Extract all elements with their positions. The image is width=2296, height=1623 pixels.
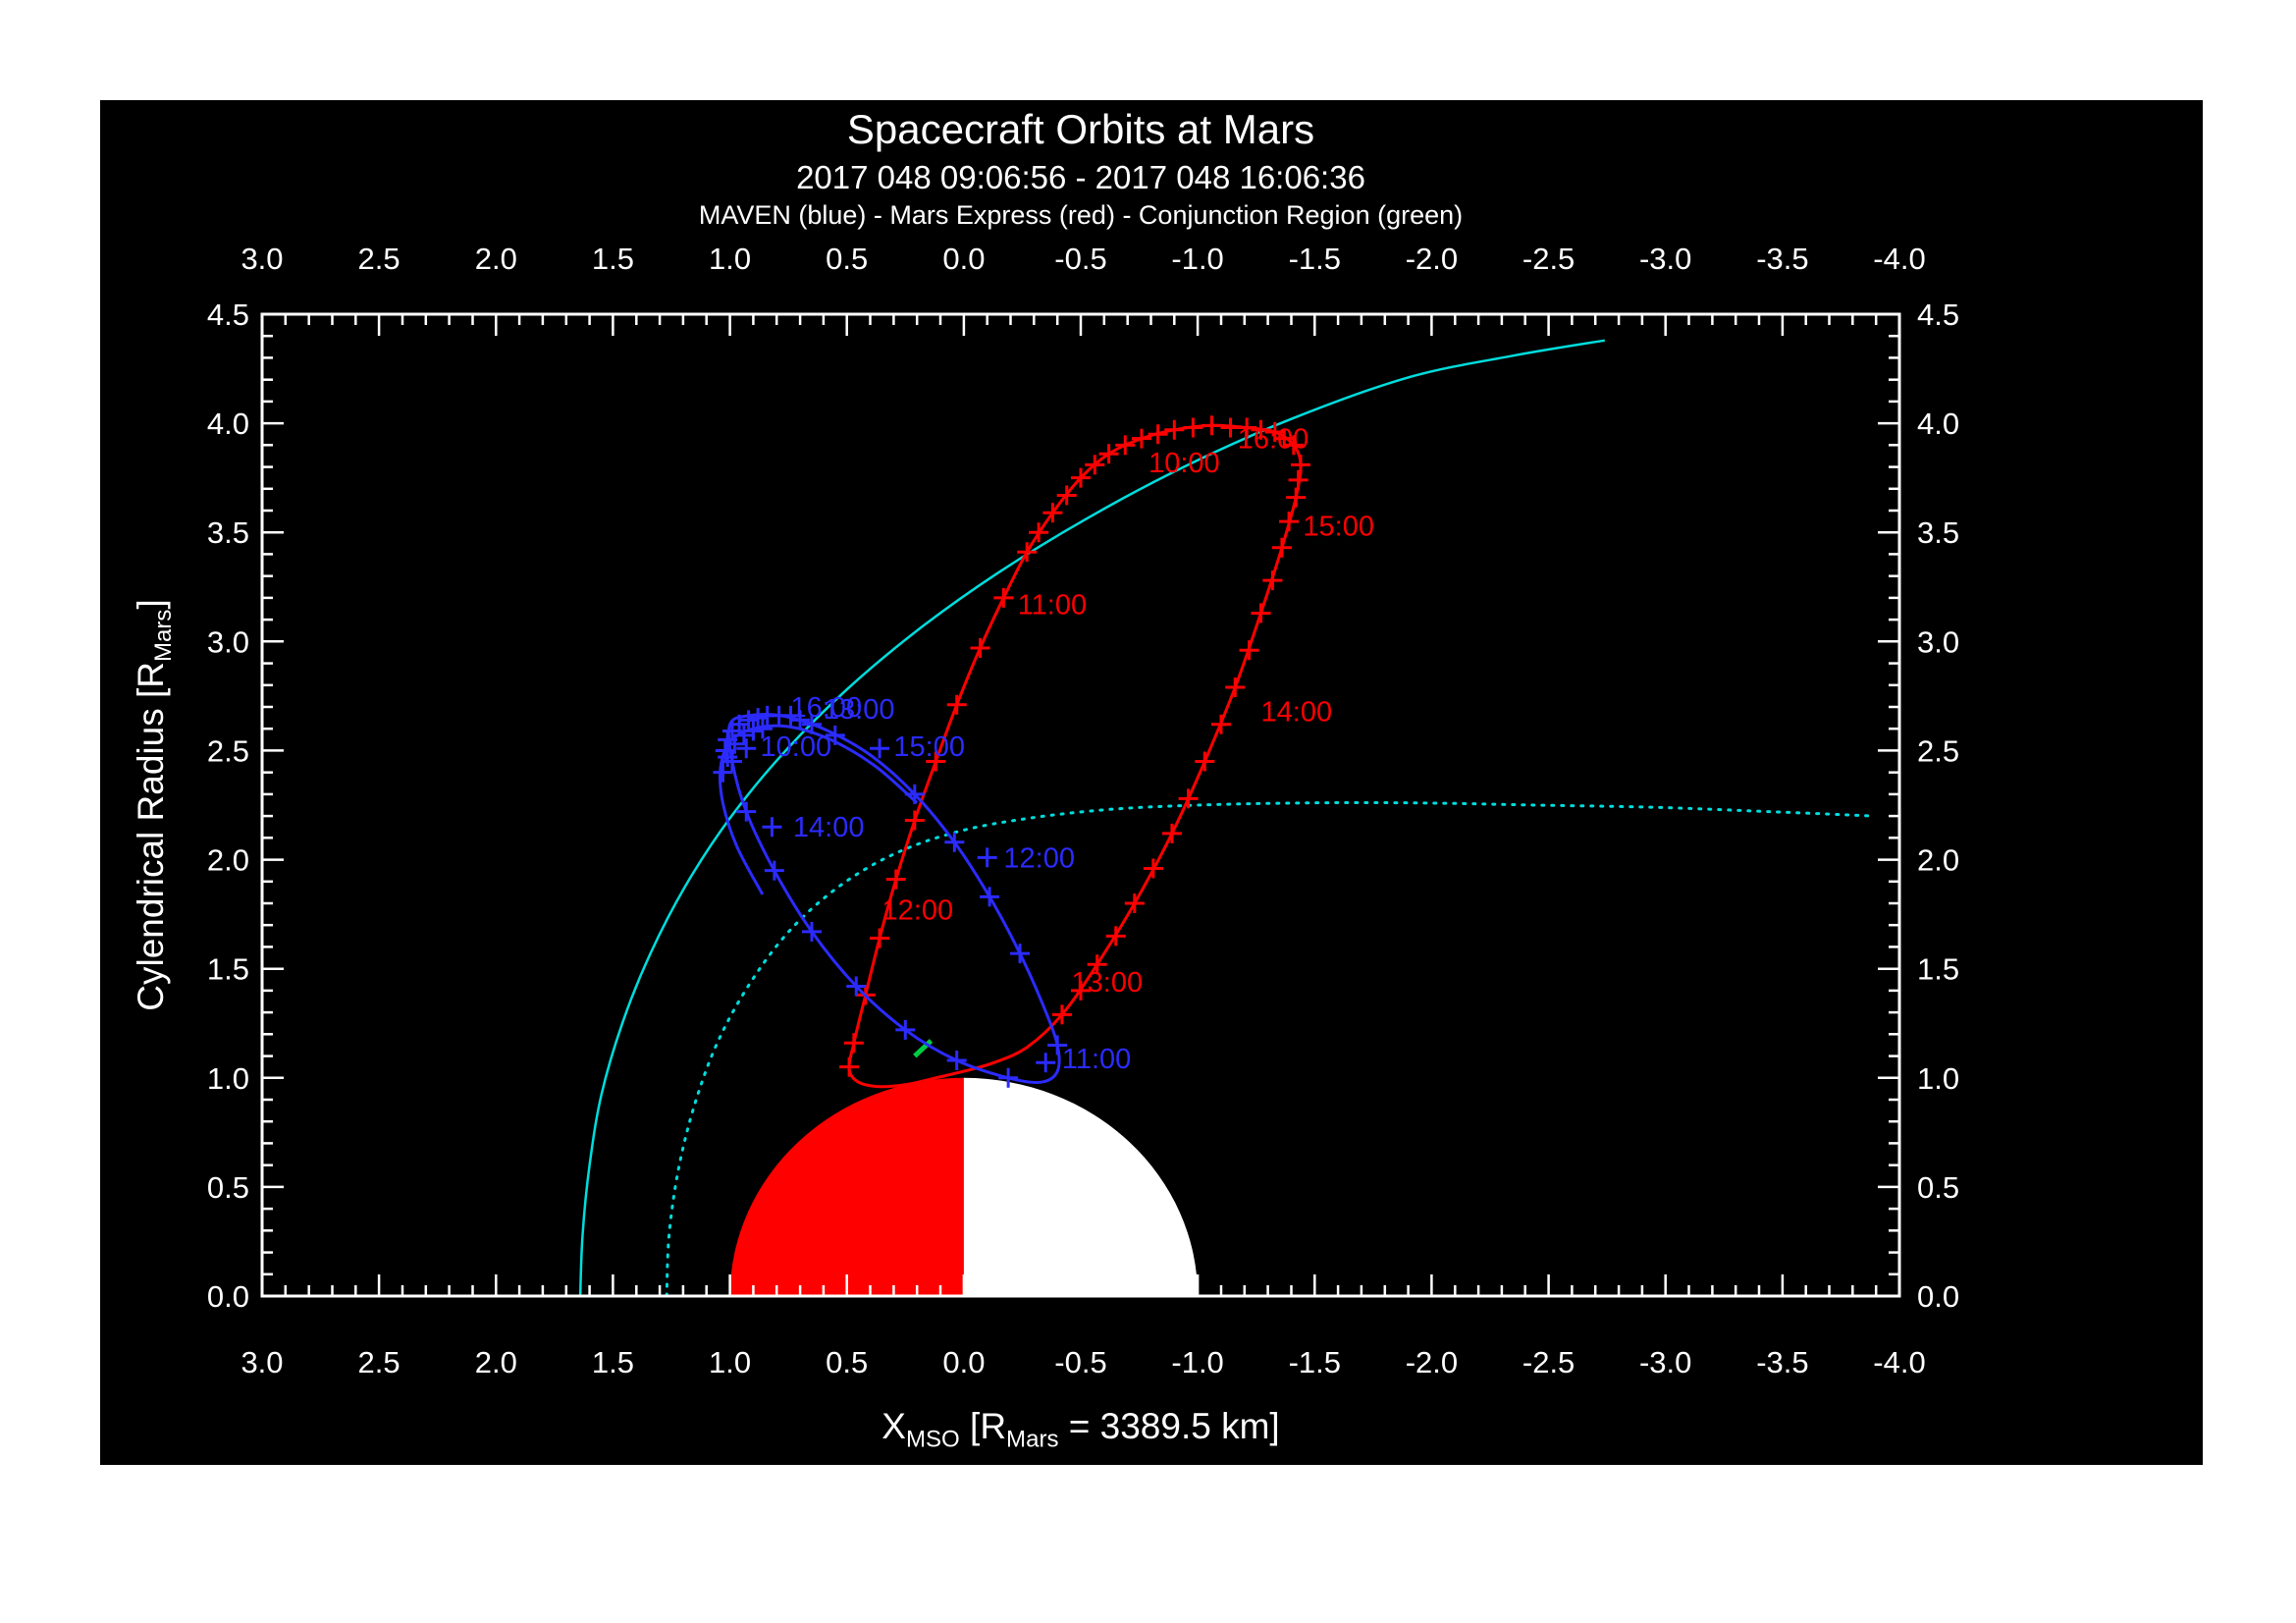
maven-orbit-time-label: 13:00: [824, 694, 895, 726]
y-tick-label-left: 0.0: [207, 1279, 249, 1314]
x-tick-label-bottom: 3.0: [240, 1345, 283, 1380]
x-tick-label-bottom: -2.0: [1406, 1345, 1458, 1380]
y-label-text: Cylendrical Radius [R: [130, 661, 171, 1011]
series-bow-shock-boundary: [578, 339, 1606, 1297]
y-tick-label-right: 3.0: [1917, 624, 1959, 659]
y-tick-label-right: 0.0: [1917, 1279, 1959, 1314]
maven-orbit-time-label: 11:00: [1062, 1044, 1131, 1075]
plot-time-range: 2017 048 09:06:56 - 2017 048 16:06:36: [796, 159, 1365, 195]
plot-canvas: 10:00 16:00 15:00 11:00 14:00 12:00 13:00 10:00…: [100, 100, 2203, 1465]
mars-disk: [729, 1077, 1199, 1296]
x-tick-label-top: -3.5: [1756, 242, 1808, 276]
x-tick-label-top: 2.5: [358, 242, 400, 276]
y-label-suffix: ]: [130, 599, 171, 610]
x-tick-label-top: -2.5: [1522, 242, 1575, 276]
x-tick-label-top: -4.0: [1873, 242, 1925, 276]
y-tick-label-left: 0.5: [207, 1170, 249, 1205]
orbit-plot: 10:0016:0015:0011:0014:0012:0013:0010:00…: [207, 242, 1959, 1380]
x-tick-label-top: -2.0: [1406, 242, 1458, 276]
y-tick-label-right: 0.5: [1917, 1170, 1959, 1205]
mars-express-orbit-path: [847, 423, 1303, 1089]
tick-labels: 3.0 3.0 2.5 2.5 2.0 2.0 1.5 1.5 1.0 1.0 0.5 0.5 0.0 0…: [207, 242, 1959, 1380]
x-tick-label-top: 1.0: [709, 242, 751, 276]
y-label-sub-mars: Mars: [150, 609, 178, 662]
series-mars-express-orbit: 10:00 16:00 15:00 11:00 14:00 12:00 13:00: [839, 415, 1374, 1089]
x-axis-label: XMSO [RMars = 3389.5 km]: [881, 1406, 1279, 1453]
maven-orbit-second-pass-path: [718, 724, 919, 895]
y-tick-label-left: 1.0: [207, 1061, 249, 1096]
y-tick-label-left: 3.5: [207, 515, 249, 550]
y-tick-label-left: 4.0: [207, 406, 249, 441]
x-tick-label-top: -0.5: [1054, 242, 1106, 276]
mars-express-orbit-time-label: 16:00: [1238, 424, 1309, 456]
x-tick-label-bottom: -3.0: [1639, 1345, 1691, 1380]
y-tick-label-left: 2.0: [207, 843, 249, 878]
y-tick-label-left: 4.5: [207, 298, 249, 332]
series-conjunction-region: [913, 1039, 934, 1058]
x-tick-label-top: 1.5: [592, 242, 634, 276]
x-tick-label-top: 0.5: [826, 242, 868, 276]
x-tick-label-bottom: 1.5: [592, 1345, 634, 1380]
y-tick-label-right: 2.0: [1917, 843, 1959, 878]
maven-orbit-path: [726, 713, 1061, 1084]
y-tick-label-left: 2.5: [207, 733, 249, 768]
x-label-suffix: = 3389.5 km]: [1058, 1406, 1280, 1446]
y-tick-label-right: 4.0: [1917, 406, 1959, 441]
x-tick-label-top: -1.0: [1171, 242, 1223, 276]
axes: [260, 312, 1901, 1298]
y-axis-label: Cylendrical Radius [RMars]: [131, 599, 178, 1010]
y-tick-label-right: 1.0: [1917, 1061, 1959, 1096]
x-label-sub-mars: Mars: [1006, 1426, 1059, 1453]
x-tick-label-bottom: 1.0: [709, 1345, 751, 1380]
series-maven-orbit-second-pass: [718, 724, 919, 895]
orbit-series: 10:0016:0015:0011:0014:0012:0013:0010:00…: [578, 339, 1876, 1298]
maven-orbit-time-label: 10:00: [761, 731, 832, 763]
x-tick-label-bottom: -2.5: [1522, 1345, 1575, 1380]
y-tick-label-left: 1.5: [207, 952, 249, 987]
conjunction-region-path: [913, 1039, 934, 1058]
mars-express-orbit-time-label: 11:00: [1018, 590, 1087, 622]
x-tick-label-top: 3.0: [240, 242, 283, 276]
x-tick-label-bottom: -3.5: [1756, 1345, 1808, 1380]
x-label-mid: [R: [959, 1406, 1007, 1446]
plot-title: Spacecraft Orbits at Mars: [846, 106, 1315, 152]
mars-express-orbit-time-label: 12:00: [882, 895, 954, 927]
x-label-symbol: X: [881, 1406, 906, 1446]
x-tick-label-bottom: 0.5: [826, 1345, 868, 1380]
x-tick-label-bottom: -4.0: [1873, 1345, 1925, 1380]
y-tick-label-right: 1.5: [1917, 952, 1959, 987]
x-label-sub-mso: MSO: [905, 1426, 960, 1453]
maven-orbit-time-label: 14:00: [793, 812, 865, 843]
mars-nightside: [963, 1077, 1199, 1296]
x-tick-label-top: -1.5: [1289, 242, 1341, 276]
x-tick-label-bottom: 2.5: [358, 1345, 400, 1380]
maven-orbit-time-label: 12:00: [1003, 842, 1075, 874]
y-tick-label-right: 2.5: [1917, 733, 1959, 768]
x-tick-label-bottom: 0.0: [942, 1345, 985, 1380]
x-tick-label-bottom: -0.5: [1054, 1345, 1106, 1380]
maven-orbit-time-label: 16:00: [791, 692, 863, 724]
y-tick-label-right: 4.5: [1917, 298, 1959, 332]
bow-shock-boundary-path: [578, 339, 1606, 1297]
plot-legend: MAVEN (blue) - Mars Express (red) - Conj…: [698, 200, 1464, 230]
x-tick-label-bottom: -1.0: [1171, 1345, 1223, 1380]
mars-express-orbit-time-label: 10:00: [1148, 448, 1220, 479]
x-tick-label-top: 2.0: [475, 242, 517, 276]
mars-express-orbit-time-label: 13:00: [1072, 967, 1144, 999]
maven-orbit-time-label: 15:00: [893, 731, 965, 763]
mars-dayside: [729, 1077, 964, 1296]
x-tick-label-bottom: 2.0: [475, 1345, 517, 1380]
x-tick-label-bottom: -1.5: [1289, 1345, 1341, 1380]
y-tick-label-left: 3.0: [207, 624, 249, 659]
mars-express-orbit-time-label: 14:00: [1261, 696, 1333, 728]
y-tick-label-right: 3.5: [1917, 515, 1959, 550]
x-tick-label-top: 0.0: [942, 242, 985, 276]
mars-express-orbit-time-label: 15:00: [1303, 512, 1374, 543]
x-tick-label-top: -3.0: [1639, 242, 1691, 276]
